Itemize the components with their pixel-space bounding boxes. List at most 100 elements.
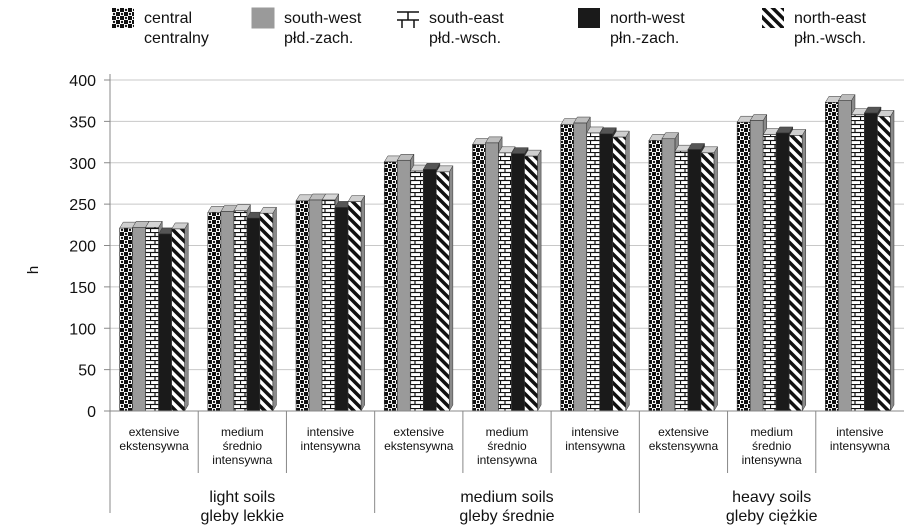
bar-diagonal (435, 164, 454, 412)
bar-front (132, 226, 146, 412)
bar-front (308, 199, 323, 412)
bar-diagonal (524, 149, 542, 412)
bar-front (321, 199, 336, 412)
bar-front (511, 153, 525, 412)
legend-item: central centralny (112, 8, 209, 47)
bar-front (661, 138, 676, 412)
y-tick-label: 150 (69, 280, 96, 297)
legend-swatch (251, 7, 275, 29)
legend-swatch (578, 8, 600, 28)
legend-label: south-west płd.-zach. (284, 10, 362, 47)
category-label: extensive ekstensywna (649, 425, 719, 453)
bars (110, 93, 904, 412)
bar-front (864, 112, 878, 412)
bar-front (851, 114, 865, 412)
bar-front (472, 144, 486, 412)
bar-front (560, 124, 575, 412)
bar-front (775, 132, 790, 412)
y-tick-label: 250 (69, 197, 96, 214)
y-tick-label: 200 (69, 239, 96, 256)
bar-diagonal (171, 222, 189, 412)
group-label: medium soils gleby średnie (459, 489, 554, 525)
category-label: medium średnio intensywna (212, 425, 272, 467)
bar-front (207, 212, 222, 412)
bar-side (272, 206, 277, 412)
bar-front (599, 133, 614, 412)
category-label: medium średnio intensywna (742, 425, 802, 467)
bar-front (171, 228, 185, 412)
y-tick-label: 350 (69, 114, 96, 131)
legend-item: south-east płd.-wsch. (397, 10, 504, 47)
bar-side (449, 164, 454, 412)
bar-front (259, 212, 274, 412)
bar-side (625, 130, 630, 412)
legend-label: north-west płn.-zach. (610, 10, 685, 47)
bar-side (713, 145, 718, 412)
y-tick-label: 300 (69, 156, 96, 173)
bar-front (674, 150, 689, 412)
bar-side (890, 109, 895, 412)
bar-front (736, 121, 751, 412)
bar-front (158, 233, 172, 412)
bar-front (295, 200, 310, 412)
y-tick-label: 0 (87, 404, 96, 421)
bar-front (246, 217, 261, 412)
bar-front (648, 140, 663, 412)
legend-label: central centralny (144, 10, 209, 47)
bar-front (838, 100, 852, 412)
bar-front (573, 122, 588, 412)
legend-swatch (762, 8, 784, 28)
legend-swatch (112, 8, 134, 28)
bar-side (537, 149, 542, 412)
legend-label: north-east płn.-wsch. (794, 10, 867, 47)
category-label: extensive ekstensywna (119, 425, 189, 453)
group-label: light soils gleby lekkie (201, 489, 285, 525)
category-label: extensive ekstensywna (384, 425, 454, 453)
legend-item: south-west płd.-zach. (251, 7, 362, 47)
bar-front (586, 132, 601, 412)
bar-front (612, 136, 627, 412)
bar-front (877, 116, 891, 412)
bar-diagonal (876, 109, 895, 412)
bar-front (435, 171, 450, 412)
bar-front (700, 152, 715, 412)
category-label: intensive intensywna (830, 425, 890, 453)
bar-diagonal (612, 130, 630, 412)
bar-front (145, 226, 159, 412)
bar-front (233, 210, 248, 412)
bar-front (524, 155, 538, 412)
bar-side (184, 222, 189, 412)
y-tick-label: 400 (69, 73, 96, 90)
category-label: intensive intensywna (301, 425, 361, 453)
bar-front (383, 161, 398, 412)
bar-side (801, 128, 807, 412)
legend: central centralny south-west płd.-zach. sout… (112, 7, 867, 47)
bar-front (687, 149, 702, 412)
y-tick-label: 50 (78, 363, 96, 380)
group-label: heavy soils gleby ciężkie (726, 489, 818, 525)
legend-swatch (397, 11, 419, 28)
bar-side (360, 194, 365, 412)
y-axis-title: h (25, 266, 42, 274)
bar-front (485, 142, 499, 412)
bar-front (347, 201, 362, 412)
bar-diagonal (347, 194, 366, 412)
bar-front (788, 135, 803, 412)
legend-label: south-east płd.-wsch. (429, 10, 504, 47)
bar-front (334, 207, 349, 412)
bar-front (422, 169, 437, 412)
bar-front (396, 159, 411, 412)
legend-item: north-east płn.-wsch. (762, 8, 867, 47)
y-tick-label: 100 (69, 321, 96, 338)
legend-item: north-west płn.-zach. (578, 8, 685, 47)
bar-diagonal (788, 128, 807, 412)
bar-front (220, 211, 235, 412)
bar-front (498, 152, 512, 412)
x-axis: extensive ekstensywna medium średnio intensy… (109, 411, 890, 525)
bar-front (409, 170, 424, 412)
category-label: medium średnio intensywna (477, 425, 537, 467)
y-axis: 0 50 100 150 200 250 300 350 400 h (25, 73, 111, 421)
bar-diagonal (700, 145, 718, 412)
bar-front (749, 120, 764, 412)
